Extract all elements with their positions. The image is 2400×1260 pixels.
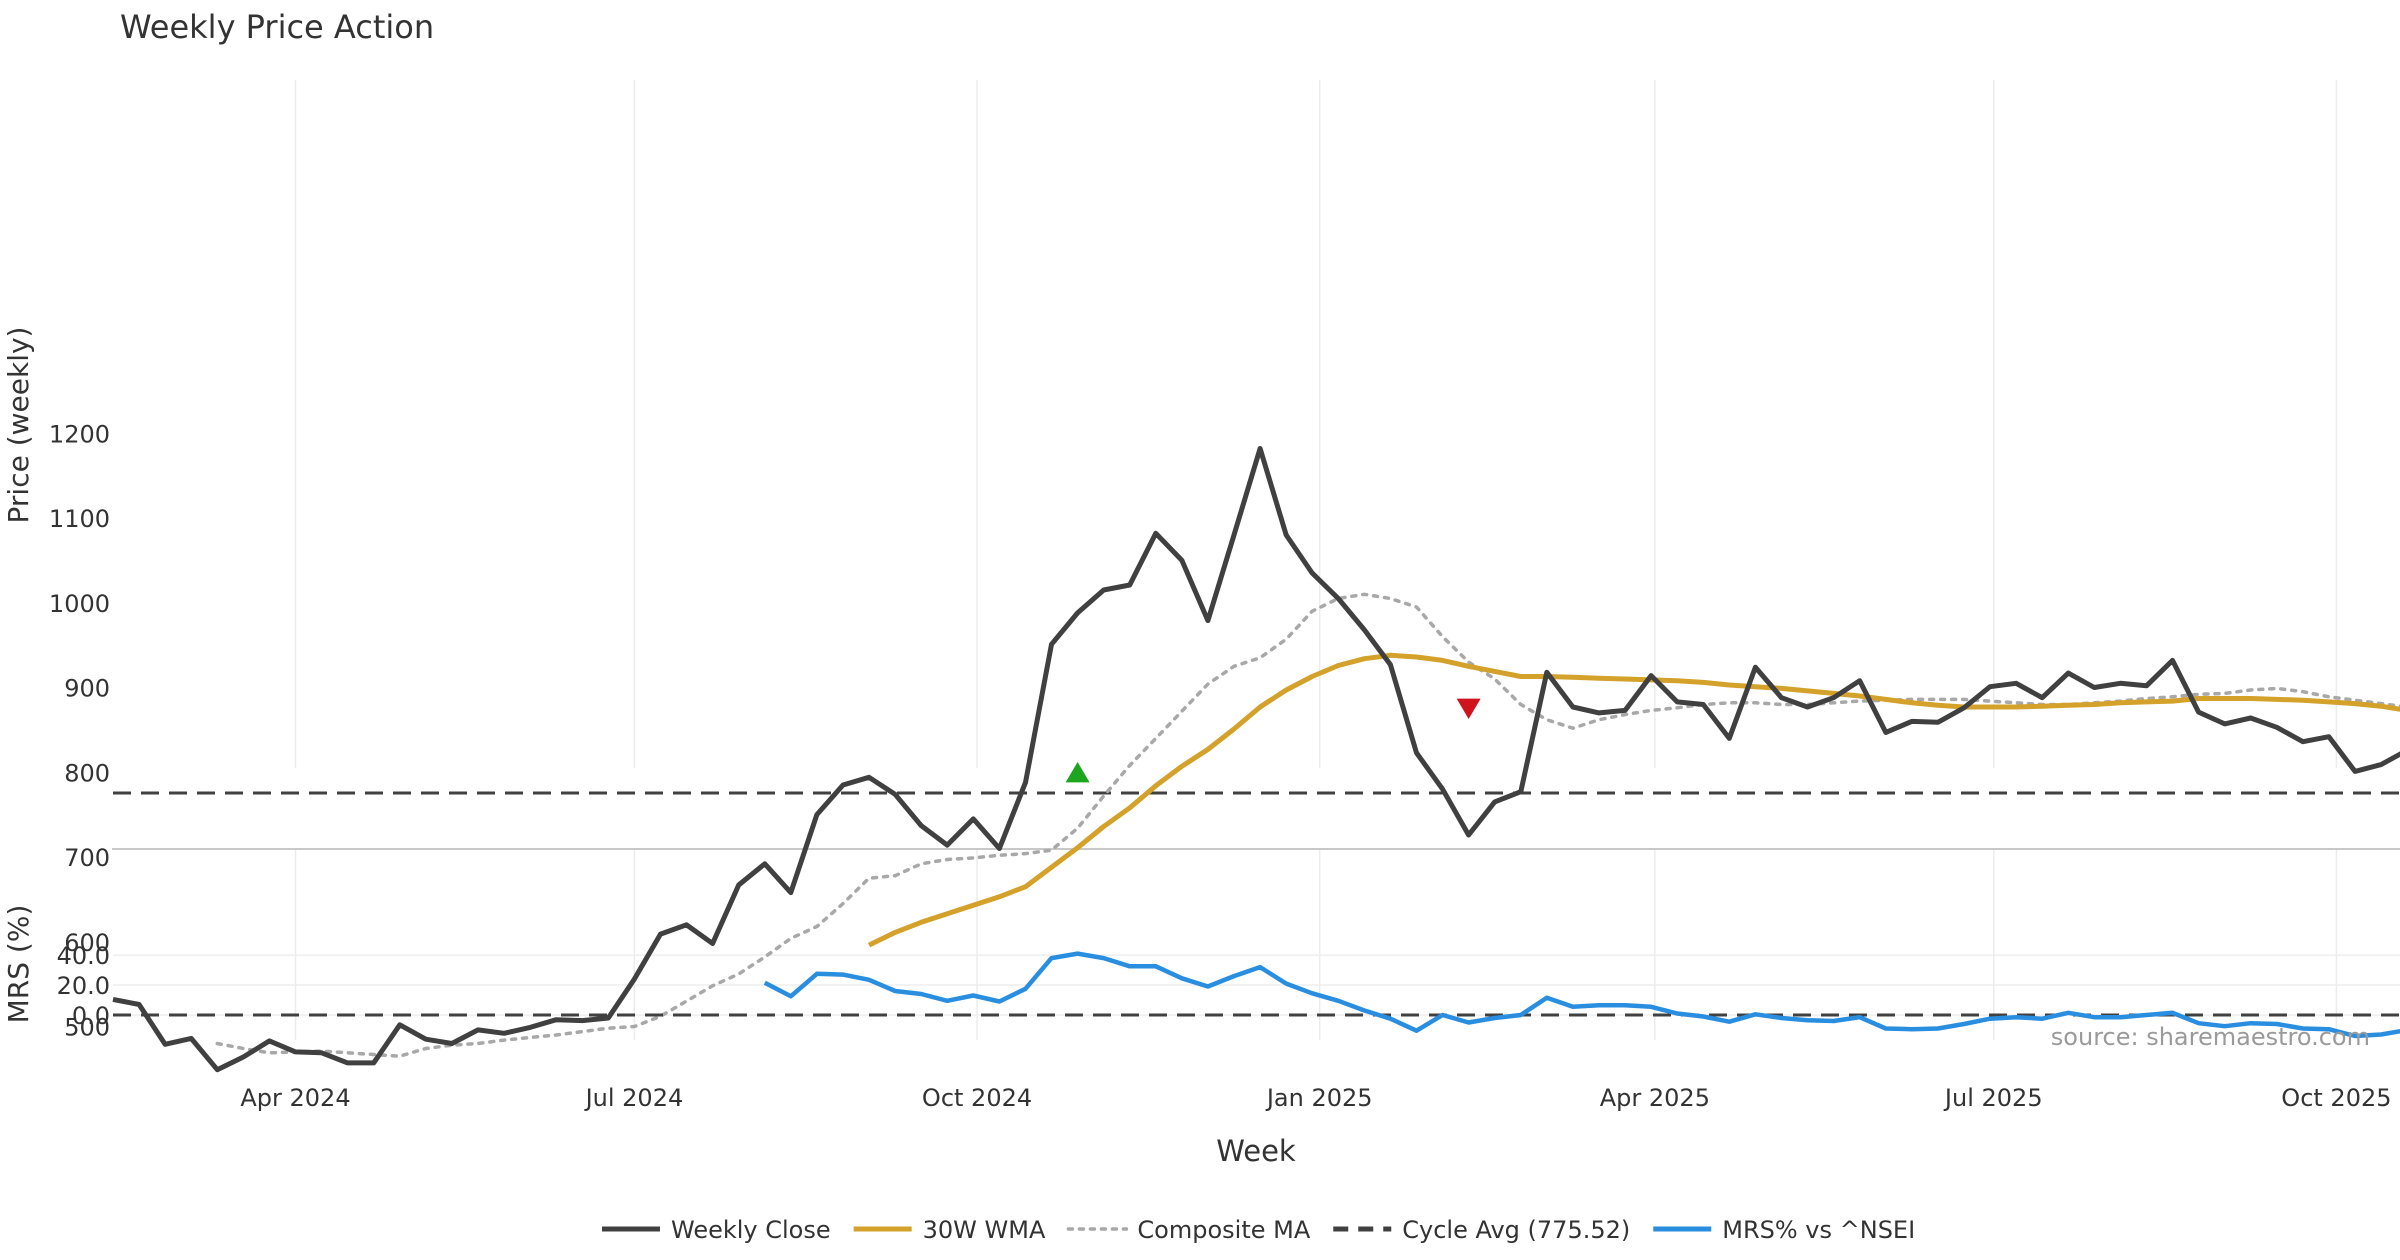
source-note: source: sharemaestro.com [2051, 1023, 2370, 1051]
x-tick-label: Oct 2025 [2281, 1084, 2391, 1112]
legend-label: MRS% vs ^NSEI [1722, 1216, 1915, 1244]
y-tick-label: 1200 [49, 420, 110, 448]
x-tick-label: Oct 2024 [922, 1084, 1032, 1112]
legend-item-weekly-close: Weekly Close [602, 1216, 831, 1244]
legend-item-mrs-vs-nsei: MRS% vs ^NSEI [1653, 1216, 1915, 1244]
y-tick-label: 0.0 [72, 1002, 110, 1030]
y-tick-label: 900 [64, 675, 110, 703]
legend-label: Cycle Avg (775.52) [1402, 1216, 1630, 1244]
mrs-y-axis-ticks: 40.020.00.0 [57, 942, 110, 1030]
mrs-y-axis-label: MRS (%) [2, 905, 35, 1024]
x-axis-ticks: Apr 2024 Jul 2024 Oct 2024 Jan 2025 Apr 2025… [240, 1084, 2391, 1112]
price-panel-series [112, 446, 2400, 1073]
legend-item-30w-wma: 30W WMA [853, 1216, 1046, 1244]
mrs-panel-series [113, 951, 2400, 1039]
buy-signal-marker [1065, 761, 1090, 783]
chart-legend: Weekly Close 30W WMA Composite MA Cycle Avg… [602, 1216, 1915, 1244]
legend-label: 30W WMA [923, 1216, 1046, 1244]
y-tick-label: 500 [64, 1014, 110, 1042]
legend-label: Composite MA [1137, 1216, 1310, 1244]
y-tick-label: 600 [64, 929, 110, 957]
price-y-axis-label: Price (weekly) [2, 327, 35, 524]
x-tick-label: Apr 2024 [240, 1084, 350, 1112]
x-tick-label: Jul 2025 [1943, 1084, 2043, 1112]
price-panel-gridlines [294, 80, 2338, 768]
x-axis-label: Week [1216, 1134, 1296, 1168]
weekly-close-line [112, 446, 2400, 1073]
chart-title: Weekly Price Action [120, 8, 434, 46]
sell-signal-marker [1456, 698, 1481, 719]
legend-item-cycle-avg-775-52: Cycle Avg (775.52) [1333, 1216, 1630, 1244]
x-tick-label: Jan 2025 [1265, 1084, 1373, 1112]
legend-label: Weekly Close [671, 1216, 831, 1244]
y-tick-label: 20.0 [57, 972, 110, 1000]
mrs-panel-gridlines [113, 850, 2400, 1040]
x-tick-label: Apr 2025 [1600, 1084, 1710, 1112]
x-tick-label: Jul 2024 [584, 1084, 684, 1112]
y-tick-label: 1000 [49, 590, 110, 618]
y-tick-label: 1100 [49, 505, 110, 533]
composite-ma-line [215, 592, 2400, 1058]
y-tick-label: 800 [64, 759, 110, 787]
mrs-vs-nsei-line [763, 951, 2400, 1039]
y-tick-label: 700 [64, 844, 110, 872]
legend-item-composite-ma: Composite MA [1066, 1216, 1311, 1244]
price-y-axis-ticks: 500 600 700 800 900 1000 1100 1200 [49, 420, 110, 1041]
y-tick-label: 40.0 [57, 942, 110, 970]
